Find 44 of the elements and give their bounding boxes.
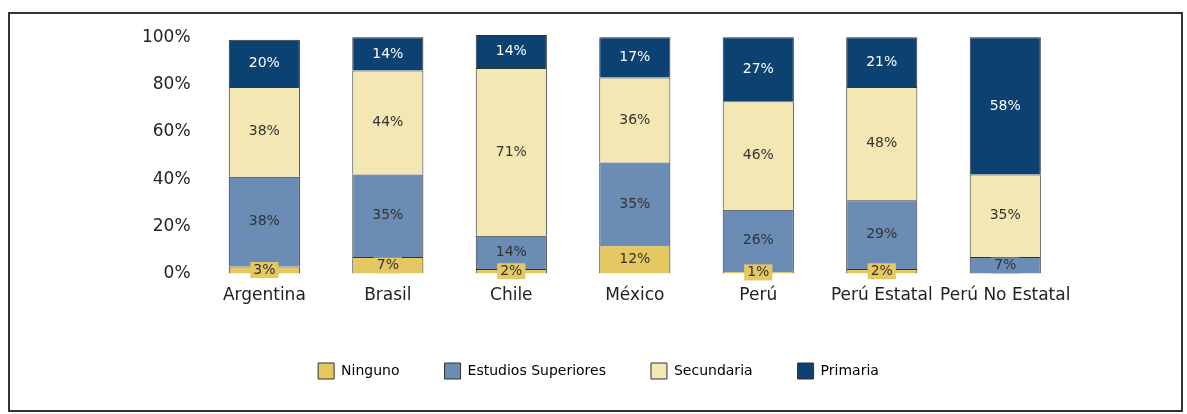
data-label: 27% [742, 59, 774, 76]
data-label: 35% [372, 206, 404, 223]
data-label: 71% [495, 142, 527, 159]
data-label: 2% [870, 261, 893, 278]
data-label: 46% [742, 146, 774, 163]
data-label: 12% [619, 250, 651, 267]
legend-label: Primaria [820, 361, 879, 378]
x-tick-label: Brasil [364, 284, 412, 305]
y-tick-label: 20% [152, 214, 191, 235]
x-tick-label: México [605, 284, 665, 305]
data-label: 14% [495, 242, 527, 259]
x-tick-label: Argentina [222, 284, 306, 305]
data-label: 17% [619, 48, 651, 65]
data-label: 38% [248, 122, 280, 139]
data-label: 44% [372, 113, 404, 130]
data-label: 21% [866, 52, 898, 69]
x-tick-label: Perú [739, 284, 778, 305]
y-tick-label: 0% [163, 262, 191, 283]
data-label: 20% [248, 53, 280, 70]
legend-label: Secundaria [673, 361, 753, 378]
y-tick-label: 40% [152, 167, 191, 188]
data-label: 29% [866, 225, 898, 242]
data-label: 7% [994, 255, 1017, 272]
data-label: 3% [253, 260, 276, 277]
x-tick-label: Perú No Estatal [940, 284, 1071, 305]
legend-label: Estudios Superiores [467, 361, 606, 378]
y-tick-label: 60% [152, 120, 191, 141]
data-label: 7% [376, 255, 399, 272]
data-label: 14% [495, 42, 527, 59]
data-label: 36% [619, 110, 651, 127]
data-label: 35% [989, 206, 1021, 223]
y-tick-label: 80% [152, 73, 191, 94]
data-label: 1% [747, 263, 770, 280]
data-label: 58% [989, 96, 1021, 113]
x-tick-label: Perú Estatal [830, 284, 933, 305]
data-label: 48% [866, 134, 898, 151]
data-label: 38% [248, 212, 280, 229]
data-label: 26% [742, 231, 774, 248]
x-tick-label: Chile [490, 284, 533, 305]
data-label: 2% [500, 261, 523, 278]
legend-label: Ninguno [341, 361, 400, 378]
y-tick-label: 100% [141, 25, 191, 46]
data-label: 14% [372, 44, 404, 61]
data-label: 35% [619, 194, 651, 211]
